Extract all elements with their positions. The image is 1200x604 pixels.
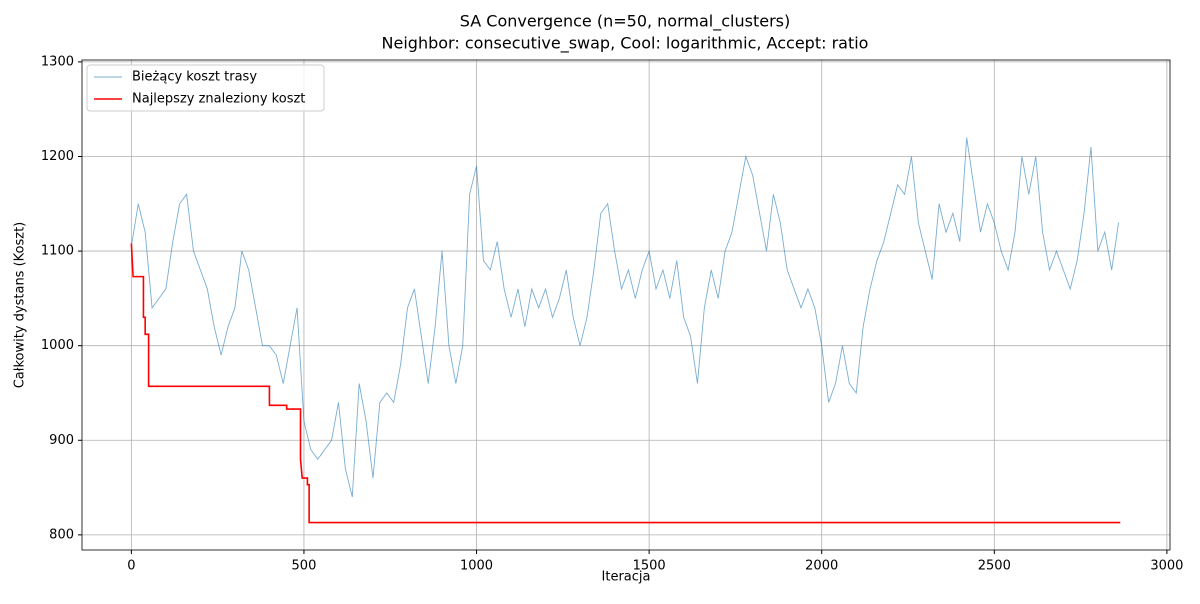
y-tick-label: 1000 — [41, 338, 74, 353]
x-tick-label: 500 — [292, 559, 317, 574]
chart-title: SA Convergence (n=50, normal_clusters) — [460, 12, 790, 32]
x-tick-label: 0 — [127, 559, 135, 574]
x-tick-label: 1000 — [460, 559, 493, 574]
y-tick-label: 1100 — [41, 244, 74, 259]
series-line — [130, 137, 1120, 498]
plot-frame — [81, 59, 1171, 551]
legend-box — [86, 64, 325, 112]
x-tick-label: 2000 — [805, 559, 838, 574]
x-tick-label: 1500 — [633, 559, 666, 574]
series-line — [130, 243, 1121, 524]
x-axis-label: Iteracja — [602, 570, 651, 585]
y-tick-label: 1200 — [41, 149, 74, 164]
legend-label: Najlepszy znaleziony koszt — [132, 92, 305, 107]
y-tick-label: 800 — [49, 527, 74, 542]
y-tick-label: 900 — [49, 433, 74, 448]
legend-label: Bieżący koszt trasy — [132, 70, 257, 85]
y-axis-label: Całkowity dystans (Koszt) — [13, 222, 28, 389]
y-tick-label: 1300 — [41, 54, 74, 69]
legend: Bieżący koszt trasy Najlepszy znaleziony … — [86, 64, 325, 112]
chart-subtitle: Neighbor: consecutive_swap, Cool: logari… — [382, 34, 869, 54]
x-tick-label: 3000 — [1150, 559, 1183, 574]
x-tick-label: 2500 — [978, 559, 1011, 574]
